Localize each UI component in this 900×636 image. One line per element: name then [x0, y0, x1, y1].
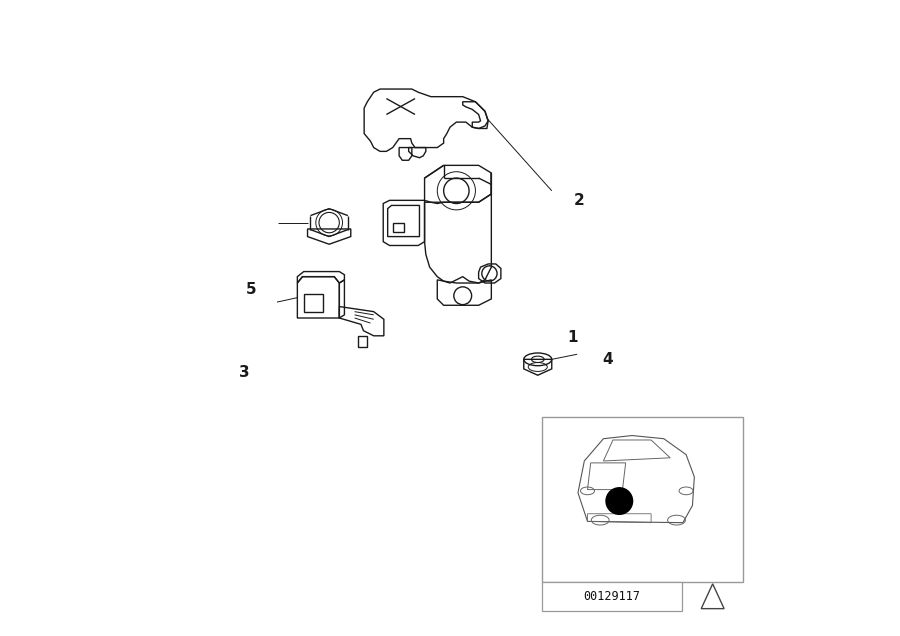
Text: 4: 4 — [603, 352, 613, 367]
Text: 2: 2 — [574, 193, 585, 208]
FancyBboxPatch shape — [542, 417, 742, 582]
Text: 5: 5 — [246, 282, 256, 297]
Text: 00129117: 00129117 — [584, 590, 641, 603]
Text: 3: 3 — [239, 364, 249, 380]
Text: 1: 1 — [568, 329, 578, 345]
FancyBboxPatch shape — [542, 582, 682, 611]
Circle shape — [606, 487, 634, 515]
